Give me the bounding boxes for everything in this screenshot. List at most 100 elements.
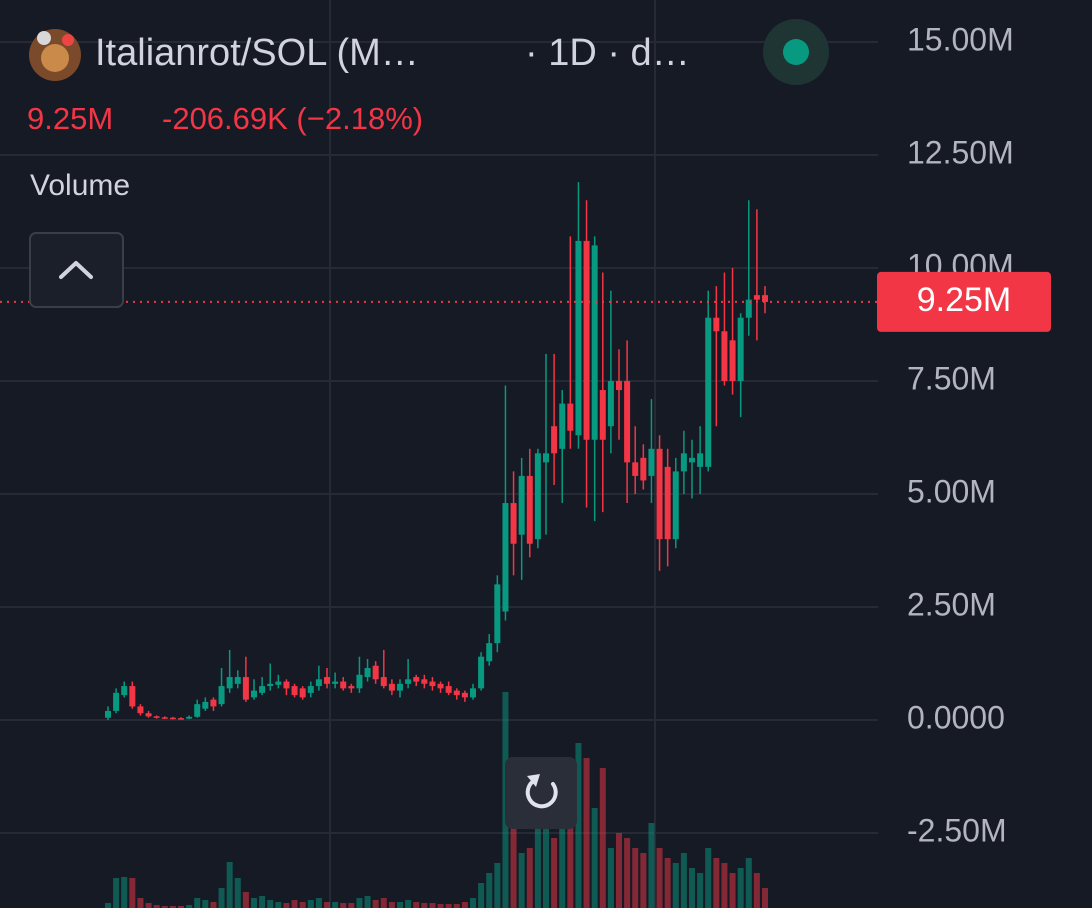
volume-bar: [470, 898, 476, 908]
volume-bar: [340, 903, 347, 908]
candle-body: [380, 677, 387, 687]
candle-body: [145, 713, 152, 717]
candle-body: [534, 453, 541, 540]
candle-body: [251, 690, 257, 698]
volume-bar: [380, 898, 387, 908]
candle-body: [332, 681, 339, 684]
volume-bar: [526, 848, 533, 908]
candle-body: [105, 710, 111, 718]
y-axis: -2.50M0.00002.50M5.00M7.50M10.00M12.50M1…: [877, 21, 1051, 848]
candle-body: [405, 679, 412, 684]
candle-body: [356, 674, 363, 689]
y-tick-label: -2.50M: [907, 812, 1007, 848]
volume-bar: [210, 902, 217, 908]
volume-bar: [421, 903, 428, 908]
candle-body: [551, 426, 558, 454]
candle-body: [259, 686, 266, 693]
candle-body: [202, 701, 209, 709]
candle-body: [178, 718, 184, 720]
volume-bar: [664, 858, 671, 908]
candle-body: [348, 686, 355, 689]
volume-bar: [178, 906, 184, 908]
volume-bar: [640, 853, 647, 908]
symbol[interactable]: Italianrot/SOL (M…: [95, 32, 419, 74]
avatar-detail: [37, 31, 51, 45]
candle-body: [315, 679, 322, 687]
candle-body: [689, 457, 695, 463]
volume-bar: [348, 903, 355, 908]
volume-bar: [234, 878, 241, 908]
volume-bar: [364, 896, 371, 908]
volume-bar: [218, 888, 225, 908]
candle-body: [186, 716, 193, 719]
volume-bar: [737, 868, 744, 908]
candle-body: [324, 677, 330, 684]
volume-bar: [697, 873, 704, 908]
candle-body: [210, 699, 217, 707]
candle-body: [664, 466, 671, 540]
candle-body: [388, 683, 395, 691]
candle-body: [753, 295, 760, 300]
volume-bar: [372, 900, 379, 908]
volume-bar: [129, 878, 136, 908]
candle-body: [283, 681, 290, 689]
volume-bar: [283, 903, 290, 908]
last-price-label: 9.25M: [917, 281, 1012, 319]
volume-bar: [324, 902, 330, 908]
candle-body: [599, 390, 606, 440]
volume-bar: [510, 828, 517, 908]
volume-bar: [721, 863, 728, 908]
volume-bar: [705, 848, 712, 908]
reset-button[interactable]: [505, 757, 577, 829]
volume-bar: [559, 808, 566, 908]
candle-body: [299, 688, 306, 698]
volume-bar: [567, 788, 574, 908]
candle-body: [518, 475, 525, 535]
candle-body: [437, 683, 444, 689]
volume-bar: [648, 823, 655, 908]
volume-bar: [413, 902, 420, 908]
candle-body: [697, 453, 704, 467]
volume-bar: [202, 900, 209, 908]
overlay: [505, 757, 577, 829]
volume-bar: [745, 858, 752, 908]
volume-bar: [575, 743, 582, 908]
candle-body: [713, 317, 720, 332]
volume-bar: [121, 877, 128, 908]
volume-bar: [186, 905, 193, 908]
y-tick-label: 2.50M: [907, 586, 996, 622]
candle-body: [632, 462, 639, 476]
status-dot: [783, 39, 809, 65]
volume-bar: [161, 906, 168, 908]
candle-body: [413, 677, 420, 682]
volume-bar: [315, 898, 322, 908]
volume-bar: [591, 808, 598, 908]
volume-bar: [616, 833, 622, 908]
candle-body: [445, 686, 452, 693]
volume-bar: [307, 900, 314, 908]
volume-bar: [543, 813, 549, 908]
candle-body: [397, 683, 403, 691]
collapse-button[interactable]: [29, 232, 124, 308]
volume-bar: [242, 892, 249, 908]
candle-body: [575, 240, 582, 436]
volume-bar: [729, 873, 736, 908]
avatar-face: [41, 44, 69, 72]
candle-body: [226, 677, 233, 689]
candle-body: [745, 299, 752, 318]
volume-bar: [194, 898, 201, 908]
volume-bar: [356, 898, 363, 908]
candle-body: [583, 240, 590, 440]
candle-body: [737, 317, 744, 382]
candle-body: [307, 686, 314, 693]
candles: [0, 182, 878, 720]
volume-label: Volume: [30, 169, 130, 202]
interval[interactable]: · 1D · d…: [525, 32, 690, 74]
reset-icon-arrow: [527, 774, 540, 787]
volume-bar: [689, 868, 695, 908]
volume-bar: [259, 896, 266, 908]
volume-bar: [299, 902, 306, 908]
candle-body: [672, 471, 679, 540]
volume-bar: [534, 820, 541, 908]
candle-body: [340, 681, 347, 689]
